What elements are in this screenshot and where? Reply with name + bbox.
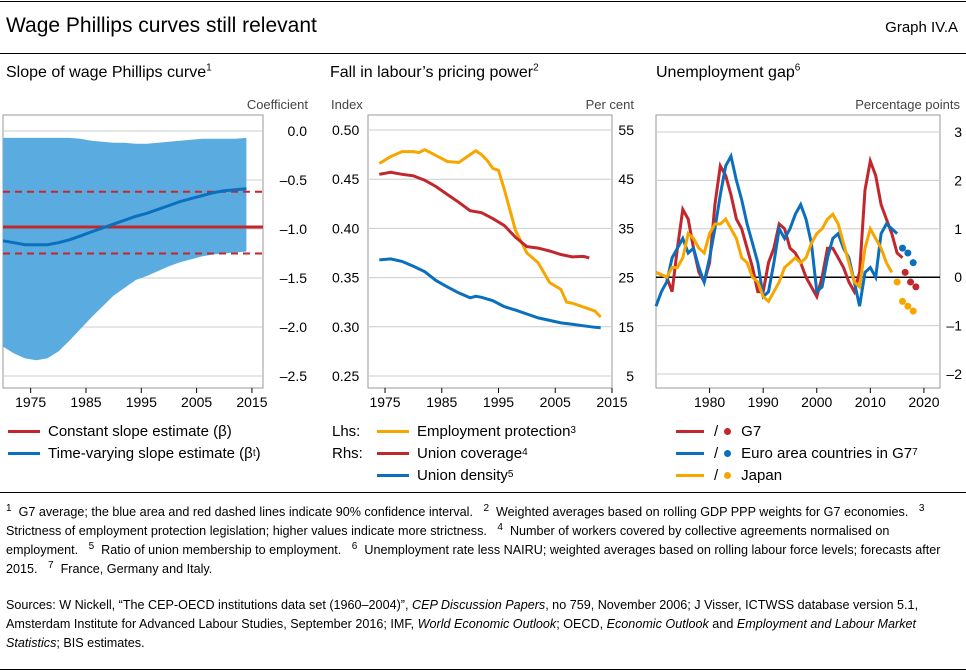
right-legend: / G7 / Euro area countries in G7 7 / Japa… bbox=[676, 420, 918, 486]
left-legend: Constant slope estimate (β) Time-varying… bbox=[8, 420, 261, 464]
legend-item-euro-area: / Euro area countries in G7 7 bbox=[676, 442, 918, 464]
middle-ytick-label-right: 35 bbox=[618, 220, 634, 236]
middle-ytick-label-right: 55 bbox=[618, 122, 634, 138]
right-ytick-label: –2 bbox=[946, 366, 962, 382]
g7-forecast-dot bbox=[912, 283, 920, 291]
confidence-band bbox=[3, 137, 247, 361]
left-panel-title: Slope of wage Phillips curve1 bbox=[6, 62, 212, 81]
middle-unit-left: Index bbox=[331, 97, 363, 112]
japan-forecast-dot bbox=[893, 278, 901, 286]
graph-title: Wage Phillips curves still relevant bbox=[6, 14, 317, 37]
left-xtick-label: 2015 bbox=[236, 394, 267, 410]
middle-unit-right: Per cent bbox=[585, 97, 634, 112]
footnote-3: 3 Strictness of employment protection le… bbox=[6, 502, 925, 538]
title-rule bbox=[0, 53, 966, 54]
unemployment-gap-chart: 3 2 1 0 –1 –2 1980 1990 2000 2010 2020 bbox=[654, 114, 962, 410]
right-ytick-label: 3 bbox=[954, 124, 962, 140]
middle-ytick-label-left: 0.40 bbox=[332, 220, 359, 236]
left-ytick-label: –2.0 bbox=[280, 319, 307, 335]
euro-area-countries-in-g7-forecast-dot bbox=[904, 249, 912, 257]
middle-xtick-label: 1985 bbox=[426, 394, 457, 410]
legend-item-time-varying-slope: Time-varying slope estimate (β t) bbox=[8, 442, 261, 464]
sources: Sources: W Nickell, “The CEP-OECD instit… bbox=[6, 598, 919, 650]
middle-ytick-label-left: 0.25 bbox=[332, 368, 359, 384]
left-ytick-label: –2.5 bbox=[280, 368, 307, 384]
left-xtick-label: 1995 bbox=[126, 394, 157, 410]
middle-ytick-label-left: 0.45 bbox=[332, 171, 359, 187]
right-xtick-label: 2020 bbox=[908, 394, 939, 410]
employment-protection-line bbox=[378, 148, 602, 319]
middle-ytick-label-right: 25 bbox=[618, 270, 634, 286]
middle-legend: Lhs: Employment protection 3 Rhs: Union c… bbox=[332, 420, 576, 486]
graph-id: Graph IV.A bbox=[885, 19, 958, 36]
right-ytick-label: –1 bbox=[946, 318, 962, 334]
middle-ytick-label-left: 0.35 bbox=[332, 270, 359, 286]
middle-xtick-label: 2005 bbox=[540, 394, 571, 410]
legend-item-employment-protection: Lhs: Employment protection 3 bbox=[332, 422, 576, 440]
legend-swatch-red bbox=[8, 429, 40, 433]
top-rule bbox=[0, 1, 966, 2]
left-ytick-label: –1.5 bbox=[280, 270, 307, 286]
footnote-5: 5 Ratio of union membership to employmen… bbox=[88, 540, 342, 557]
legend-item-union-coverage: Rhs: Union coverage 4 bbox=[332, 444, 528, 462]
right-unit-label: Percentage points bbox=[855, 97, 960, 112]
right-plot-frame bbox=[655, 114, 941, 389]
footnotes: 1 G7 average; the blue area and red dash… bbox=[6, 503, 961, 579]
left-xtick-label: 2005 bbox=[181, 394, 212, 410]
right-ytick-label: 1 bbox=[954, 221, 962, 237]
middle-plot-frame bbox=[367, 114, 613, 389]
pricing-power-chart: 0.25 0.30 0.35 0.40 0.45 0.50 5 15 25 35 45 55 1975 1… bbox=[332, 114, 634, 410]
japan-forecast-dot bbox=[904, 302, 912, 310]
right-ytick-label: 2 bbox=[954, 172, 962, 188]
union-coverage-line bbox=[379, 170, 590, 260]
middle-ytick-label-right: 45 bbox=[618, 171, 634, 187]
legend-item-constant-slope: Constant slope estimate (β) bbox=[8, 420, 261, 442]
legend-item-g7: / G7 bbox=[676, 420, 918, 442]
footnote-2: 2 Weighted averages based on rolling GDP… bbox=[483, 502, 909, 519]
middle-xtick-label: 1975 bbox=[369, 394, 400, 410]
middle-xtick-label: 1995 bbox=[483, 394, 514, 410]
japan-forecast-dot bbox=[909, 307, 917, 315]
footnote-4: 4 Number of workers covered by collectiv… bbox=[6, 521, 890, 557]
right-xtick-label: 2000 bbox=[801, 394, 832, 410]
right-panel-title: Unemployment gap6 bbox=[656, 62, 801, 81]
middle-ytick-label-left: 0.30 bbox=[332, 319, 359, 335]
g7-forecast-dot bbox=[907, 278, 915, 286]
middle-xtick-label: 2015 bbox=[596, 394, 627, 410]
middle-ytick-label-right: 15 bbox=[618, 319, 634, 335]
right-xtick-label: 1980 bbox=[694, 394, 725, 410]
legend-item-union-density: Union density 5 bbox=[332, 464, 576, 486]
union-density-line bbox=[379, 257, 601, 330]
bottom-rule bbox=[0, 669, 966, 670]
legend-swatch-blue bbox=[8, 451, 40, 455]
footnote-7: 7 France, Germany and Italy. bbox=[48, 559, 213, 576]
right-xtick-label: 2010 bbox=[855, 394, 886, 410]
middle-ytick-label-left: 0.50 bbox=[332, 122, 359, 138]
left-ytick-label: –1.0 bbox=[280, 221, 307, 237]
euro-area-countries-in-g7-forecast-dot bbox=[909, 259, 917, 267]
footnote-rule bbox=[0, 492, 966, 493]
right-ytick-label: 0 bbox=[954, 269, 962, 285]
g7-forecast-dot bbox=[901, 268, 909, 276]
euro-area-countries-in-g7-line bbox=[654, 151, 899, 307]
japan-forecast-dot bbox=[898, 297, 906, 305]
left-xtick-label: 1975 bbox=[15, 394, 46, 410]
time-varying-slope-line bbox=[2, 187, 247, 247]
footnote-1: 1 G7 average; the blue area and red dash… bbox=[6, 502, 473, 519]
left-ytick-label: 0.0 bbox=[288, 123, 308, 139]
euro-area-countries-in-g7-forecast-dot bbox=[898, 244, 906, 252]
middle-ytick-label-right: 5 bbox=[626, 368, 634, 384]
slope-chart: 0.0 –0.5 –1.0 –1.5 –2.0 –2.5 1975 1985 1995 2005 2… bbox=[2, 114, 308, 410]
middle-panel-title: Fall in labour’s pricing power2 bbox=[330, 62, 539, 81]
left-ytick-label: –0.5 bbox=[280, 172, 307, 188]
right-xtick-label: 1990 bbox=[748, 394, 779, 410]
left-xtick-label: 1985 bbox=[70, 394, 101, 410]
legend-item-japan: / Japan bbox=[676, 464, 918, 486]
footnote-6: 6 Unemployment rate less NAIRU; weighted… bbox=[6, 540, 941, 576]
left-unit-label: Coefficient bbox=[246, 97, 308, 112]
japan-line bbox=[655, 211, 894, 304]
